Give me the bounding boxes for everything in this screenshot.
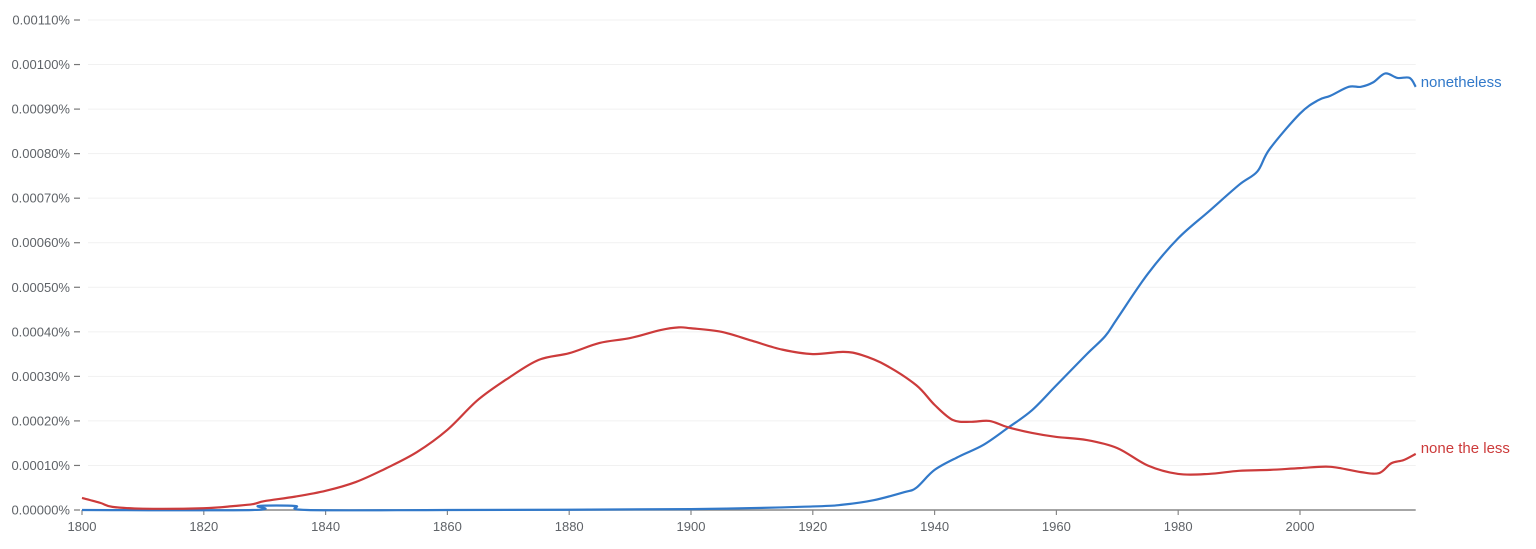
x-tick-label: 1960 bbox=[1042, 519, 1071, 534]
series-label: nonetheless bbox=[1421, 74, 1502, 91]
series-label: none the less bbox=[1421, 440, 1510, 457]
series-line-nonetheless bbox=[81, 72, 1417, 512]
y-tick-label: 0.00050% bbox=[11, 280, 70, 295]
y-axis: 0.00000% 0.00010% 0.00020% 0.00030% 0.00040%… bbox=[11, 13, 80, 518]
x-tick-label: 2000 bbox=[1286, 519, 1315, 534]
y-tick-label: 0.00070% bbox=[11, 191, 70, 206]
x-tick-label: 1880 bbox=[555, 519, 584, 534]
x-axis: 1800 1820 1840 1860 1880 1900 1920 1940 1960 1980… bbox=[68, 509, 1416, 534]
x-tick-label: 1940 bbox=[920, 519, 949, 534]
x-tick-label: 1860 bbox=[433, 519, 462, 534]
x-tick-label: 1800 bbox=[68, 519, 97, 534]
y-tick-label: 0.00040% bbox=[11, 324, 70, 339]
x-tick-label: 1900 bbox=[677, 519, 706, 534]
x-tick-label: 1820 bbox=[189, 519, 218, 534]
y-tick-label: 0.00030% bbox=[11, 369, 70, 384]
y-tick-label: 0.00010% bbox=[11, 458, 70, 473]
x-tick-label: 1920 bbox=[798, 519, 827, 534]
y-tick-label: 0.00000% bbox=[11, 503, 70, 518]
y-tick-label: 0.00060% bbox=[11, 235, 70, 250]
y-tick-label: 0.00110% bbox=[12, 13, 70, 28]
y-tick-label: 0.00020% bbox=[11, 413, 70, 428]
gridlines bbox=[88, 19, 1416, 466]
x-tick-label: 1980 bbox=[1164, 519, 1193, 534]
series-lines: nonetheless none the less bbox=[81, 72, 1510, 512]
y-tick-label: 0.00090% bbox=[11, 102, 70, 117]
y-tick-label: 0.00080% bbox=[11, 146, 70, 161]
x-tick-label: 1840 bbox=[311, 519, 340, 534]
y-tick-label: 0.00100% bbox=[11, 57, 70, 72]
series-line-none-the-less bbox=[81, 326, 1417, 510]
